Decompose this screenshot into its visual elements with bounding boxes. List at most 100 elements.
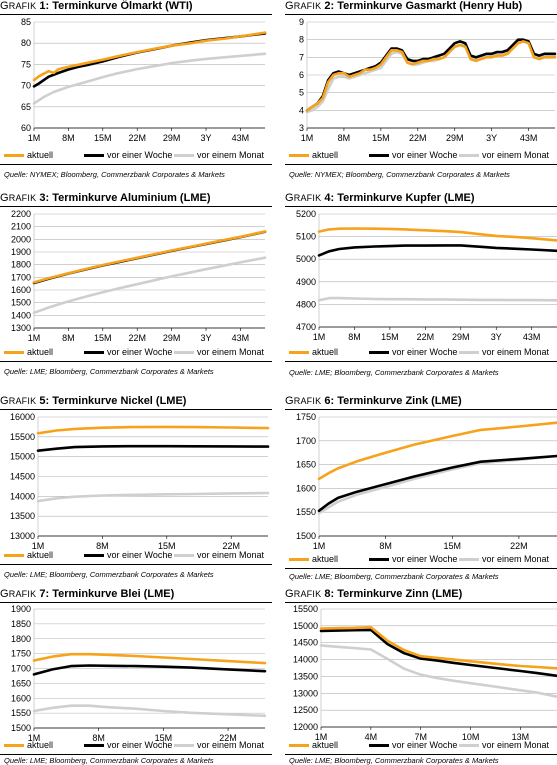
legend-swatch (369, 350, 389, 354)
legend-label: aktuell (312, 347, 339, 357)
title-prefix-initial: G (285, 395, 294, 407)
y-tick-label: 4 (299, 105, 304, 115)
x-tick-label: 8M (62, 333, 75, 343)
legend-swatch (289, 153, 309, 157)
chart-source: Quelle: NYMEX; Bloomberg, Commerzbank Co… (4, 170, 225, 179)
y-tick-label: 5000 (296, 254, 316, 264)
chart-title: GRAFIK 3: Terminkurve Aluminium (LME) (0, 192, 210, 205)
legend-label: vor einem Monat (482, 347, 550, 357)
title-number: 2: (324, 0, 338, 12)
x-tick-label: 29M (163, 133, 181, 143)
legend-item-week: vor einer Woche (369, 347, 457, 357)
legend-item-month: vor einem Monat (459, 150, 549, 160)
y-tick-label: 1500 (11, 723, 31, 733)
title-number: 3: (39, 192, 53, 204)
chart-title: GRAFIK 7: Terminkurve Blei (LME) (0, 588, 174, 601)
x-tick-label: 43M (523, 332, 541, 342)
x-tick-label: 43M (232, 133, 250, 143)
title-prefix: GRAFIK (0, 588, 36, 600)
title-text: Terminkurve Ölmarkt (WTI) (52, 0, 193, 12)
legend-swatch (174, 553, 194, 557)
legend-swatch (84, 153, 104, 157)
y-tick-label: 5200 (296, 209, 316, 219)
x-tick-label: 43M (520, 133, 538, 143)
title-prefix-initial: G (0, 192, 9, 204)
y-tick-label: 1650 (11, 678, 31, 688)
legend-item-current: aktuell (289, 150, 338, 160)
title-prefix-initial: G (285, 192, 294, 204)
legend-item-current: aktuell (4, 347, 53, 357)
title-prefix-initial: G (0, 0, 9, 12)
chart-legend: aktuell vor einer Woche vor einem Monat (0, 550, 272, 564)
legend-label: aktuell (27, 150, 54, 160)
y-tick-label: 1850 (11, 619, 31, 629)
legend-label: vor einer Woche (107, 740, 173, 750)
legend-label: vor einem Monat (197, 150, 265, 160)
legend-swatch (369, 557, 389, 561)
title-text: Terminkurve Zinn (LME) (337, 588, 463, 600)
x-tick-label: 15M (155, 733, 173, 743)
y-tick-label: 85 (21, 17, 31, 27)
title-prefix: GRAFIK (285, 395, 322, 407)
chart-tin: 15500 15000 14500 14000 13500 13000 12500 12000… (293, 604, 557, 742)
title-rule (285, 409, 557, 410)
legend-label: vor einer Woche (107, 150, 173, 160)
legend-swatch (369, 743, 389, 747)
series-line-current (317, 227, 557, 242)
legend-label: vor einem Monat (197, 740, 265, 750)
title-rule (0, 206, 272, 207)
legend-item-month: vor einem Monat (174, 150, 264, 160)
series-line-week (32, 32, 267, 88)
legend-item-month: vor einem Monat (459, 347, 549, 357)
title-number: 4: (324, 192, 338, 204)
title-text: Terminkurve Aluminium (LME) (52, 192, 211, 204)
chart-title: GRAFIK 2: Terminkurve Gasmarkt (Henry Hu… (285, 0, 522, 13)
y-tick-label: 1400 (11, 310, 31, 320)
title-prefix: GRAFIK (285, 192, 321, 204)
y-tick-label: 1650 (296, 460, 316, 470)
y-tick-label: 15000 (293, 621, 318, 631)
legend-swatch (4, 553, 24, 557)
x-tick-label: 29M (446, 133, 464, 143)
legend-rule (0, 564, 272, 565)
x-tick-label: 8M (96, 541, 109, 551)
y-tick-label: 13500 (293, 671, 318, 681)
legend-item-current: aktuell (4, 550, 53, 560)
x-tick-label: 29M (452, 332, 470, 342)
y-tick-label: 8 (299, 35, 304, 45)
title-prefix-rest: RAFIK (293, 1, 322, 11)
legend-label: vor einer Woche (392, 150, 458, 160)
x-tick-label: 43M (232, 333, 250, 343)
y-tick-label: 75 (21, 59, 31, 69)
title-prefix-initial: G (0, 588, 9, 600)
legend-label: vor einem Monat (482, 554, 550, 564)
legend-swatch (459, 743, 479, 747)
x-tick-label: 1M (28, 733, 41, 743)
legend-swatch (369, 153, 389, 157)
y-tick-label: 5100 (296, 232, 316, 242)
legend-rule (0, 361, 272, 362)
y-tick-label: 14500 (293, 638, 318, 648)
y-tick-label: 14000 (293, 655, 318, 665)
y-tick-label: 1900 (11, 247, 31, 257)
x-tick-label: 22M (409, 133, 427, 143)
y-tick-label: 1550 (11, 708, 31, 718)
series-line-week (317, 244, 557, 257)
legend-label: vor einem Monat (197, 347, 265, 357)
series-line-month (32, 52, 267, 105)
x-tick-label: 3Y (201, 133, 212, 143)
legend-swatch (174, 743, 194, 747)
chart-title: GRAFIK 4: Terminkurve Kupfer (LME) (285, 192, 475, 205)
title-prefix-initial: G (0, 395, 9, 407)
title-prefix-rest: RAFIK (293, 396, 322, 406)
legend-item-month: vor einem Monat (459, 554, 549, 564)
series-line-week (319, 628, 557, 678)
legend-swatch (289, 557, 309, 561)
x-tick-label: 1M (313, 541, 326, 551)
legend-swatch (459, 557, 479, 561)
y-tick-label: 14000 (10, 491, 35, 501)
title-number: 6: (324, 395, 338, 407)
title-prefix: GRAFIK (285, 588, 321, 600)
